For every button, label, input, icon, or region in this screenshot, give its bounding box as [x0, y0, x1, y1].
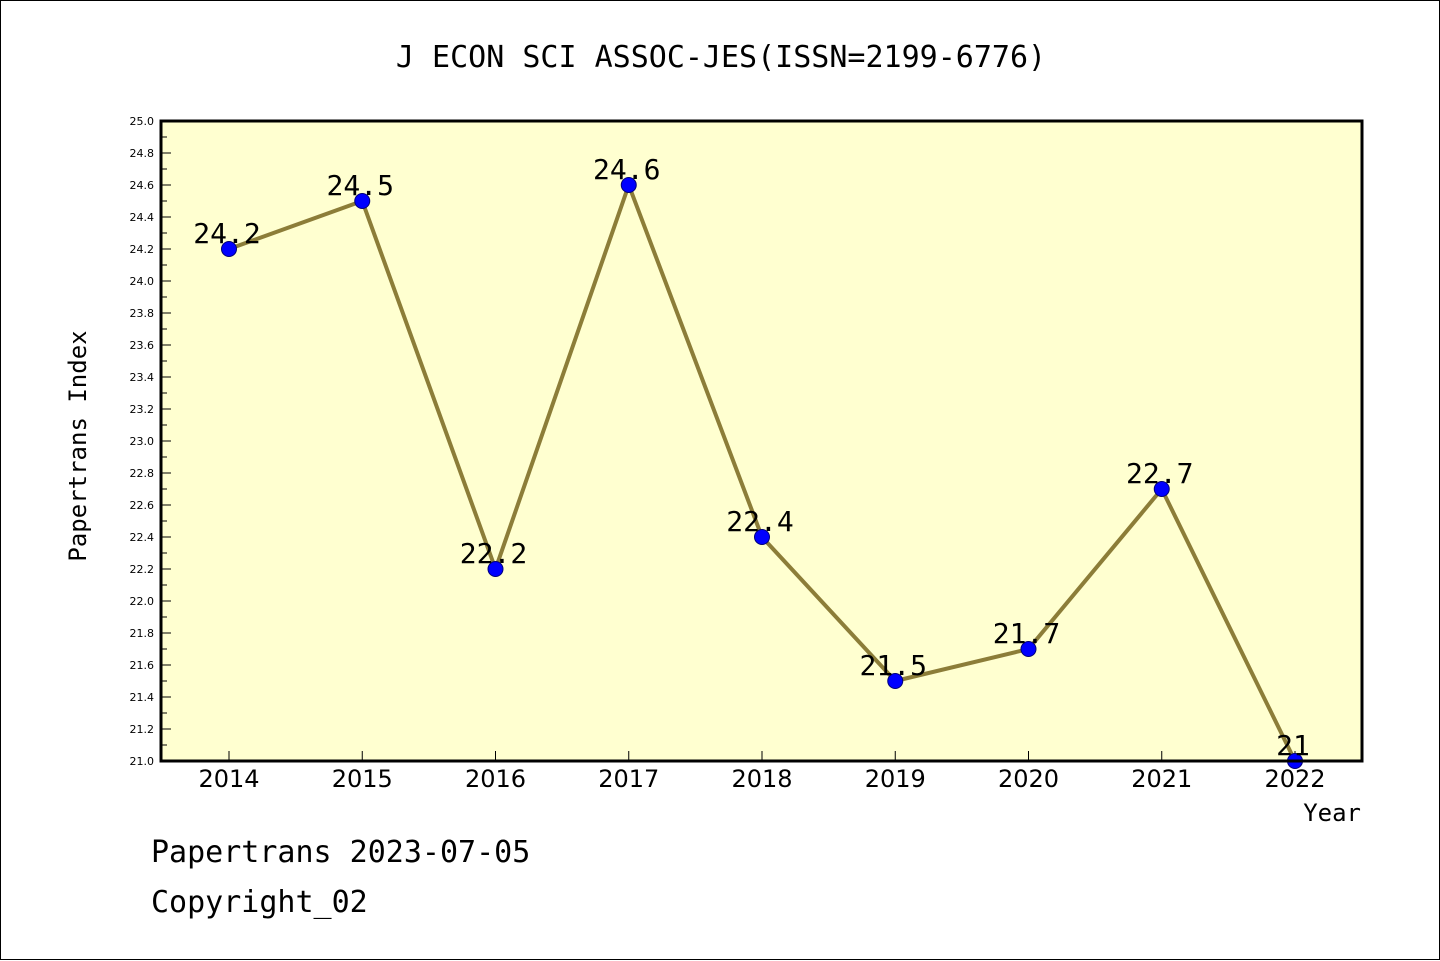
chart-title: J ECON SCI ASSOC-JES(ISSN=2199-6776)	[396, 40, 1046, 75]
y-axis: 21.0 21.2 21.4 21.6 21.8 22.0 22.2 22.4 22.6 22.8…	[130, 115, 171, 768]
data-label: 21.5	[860, 649, 927, 682]
data-label: 22.2	[460, 537, 527, 570]
y-tick-label: 24.4	[130, 211, 155, 224]
data-label: 22.4	[726, 505, 793, 538]
y-tick-label: 21.4	[130, 691, 155, 704]
y-tick-label: 24.8	[130, 147, 155, 160]
y-tick-label: 21.0	[130, 755, 155, 768]
y-axis-label: Papertrans Index	[64, 330, 92, 561]
y-tick-label: 24.2	[130, 243, 155, 256]
data-point	[620, 177, 637, 193]
data-label: 24.6	[593, 153, 660, 186]
footer-date: Papertrans 2023-07-05	[151, 835, 531, 870]
y-tick-label: 22.6	[130, 499, 155, 512]
y-tick-label: 22.2	[130, 563, 155, 576]
series-layer	[221, 177, 1303, 769]
y-tick-label: 22.4	[130, 531, 155, 544]
data-label: 24.5	[327, 169, 394, 202]
x-tick-label: 2018	[731, 765, 792, 793]
x-tick-label: 2015	[332, 765, 393, 793]
x-tick-label: 2016	[465, 765, 526, 793]
x-tick-label: 2020	[998, 765, 1059, 793]
y-tick-label: 23.0	[130, 435, 155, 448]
x-axis-label: Year	[1303, 799, 1361, 827]
y-tick-label: 23.6	[130, 339, 155, 352]
footer-copyright: Copyright_02	[151, 885, 368, 920]
y-tick-label: 21.8	[130, 627, 155, 640]
data-point	[754, 529, 770, 545]
y-tick-label: 23.4	[130, 371, 155, 384]
y-tick-label: 25.0	[130, 115, 155, 128]
x-tick-label: 2021	[1131, 765, 1192, 793]
data-labels: 24.2 24.5 22.2 24.6 22.4 21.5 21.7 22.7 21	[193, 153, 1310, 762]
plot-frame	[159, 119, 1364, 763]
data-point	[1020, 641, 1037, 657]
y-tick-label: 23.8	[130, 307, 155, 320]
x-tick-label: 2014	[198, 765, 259, 793]
data-label: 22.7	[1126, 457, 1193, 490]
data-point	[1153, 481, 1170, 497]
y-tick-label: 24.0	[130, 275, 155, 288]
plot-area	[161, 121, 1362, 761]
data-point	[887, 673, 904, 689]
y-tick-label: 22.0	[130, 595, 155, 608]
data-label: 21.7	[993, 617, 1060, 650]
x-tick-label: 2019	[865, 765, 926, 793]
y-tick-label: 21.6	[130, 659, 155, 672]
y-tick-label: 23.2	[130, 403, 155, 416]
data-point	[354, 193, 371, 209]
y-tick-label: 22.8	[130, 467, 155, 480]
x-tick-label: 2022	[1264, 765, 1325, 793]
data-label: 24.2	[193, 217, 260, 250]
x-axis: 2014 2015 2016 2017 2018 2019 2020 2021 2022	[198, 751, 1326, 793]
y-tick-label: 24.6	[130, 179, 155, 192]
y-tick-label: 21.2	[130, 723, 155, 736]
data-point	[221, 241, 237, 257]
data-point	[487, 561, 504, 577]
x-tick-label: 2017	[598, 765, 659, 793]
data-label: 21	[1276, 729, 1310, 762]
